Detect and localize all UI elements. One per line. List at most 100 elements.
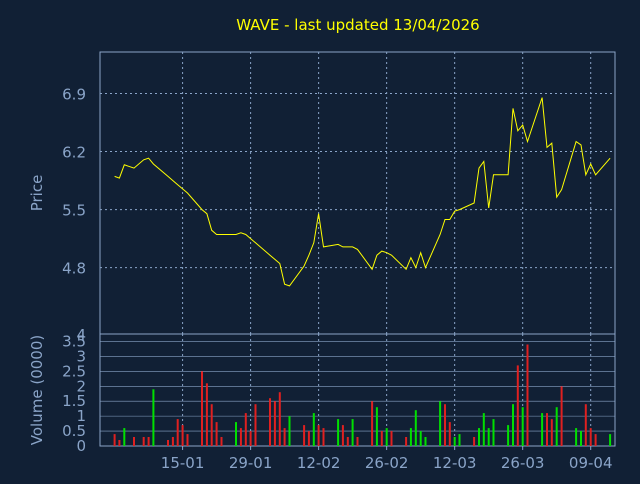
- volume-bar: [589, 428, 592, 446]
- price-line: [114, 97, 611, 287]
- volume-bar: [210, 404, 213, 446]
- volume-bar: [414, 410, 417, 446]
- volume-bar: [278, 392, 281, 446]
- volume-bar: [478, 428, 480, 446]
- volume-axis-label: Volume (0000): [28, 335, 46, 445]
- volume-bar: [380, 431, 383, 446]
- volume-grid: [100, 334, 615, 446]
- volume-bar: [439, 401, 442, 446]
- volume-bar: [273, 401, 276, 446]
- volume-bar: [346, 437, 349, 446]
- volume-bar: [521, 407, 524, 446]
- price-y-tick-label: 4.8: [62, 260, 86, 278]
- volume-bar: [312, 413, 315, 446]
- x-tick-label: 26-03: [501, 454, 545, 472]
- volume-bar: [244, 413, 247, 446]
- volume-bar: [405, 437, 408, 446]
- volume-bar: [142, 437, 145, 446]
- volume-bar: [303, 425, 306, 446]
- volume-y-tick-label: 3.5: [62, 332, 86, 350]
- volume-bar: [575, 428, 578, 446]
- volume-bar: [390, 431, 393, 446]
- volume-bar: [453, 437, 456, 446]
- volume-bar: [550, 419, 553, 446]
- volume-bar: [560, 386, 563, 446]
- x-tick-label: 12-02: [297, 454, 341, 472]
- volume-bar: [307, 431, 310, 446]
- price-y-tick-label: 6.2: [62, 144, 86, 162]
- volume-bar: [351, 419, 354, 446]
- volume-bar: [176, 419, 179, 446]
- volume-bar: [512, 404, 514, 446]
- volume-bar: [288, 416, 291, 446]
- volume-bar: [385, 428, 388, 446]
- volume-bar: [594, 434, 597, 446]
- volume-y-tick-label: 2.5: [62, 362, 86, 380]
- volume-bar: [473, 437, 476, 446]
- volume-bar: [487, 428, 490, 446]
- price-y-tick-label: 6.9: [62, 85, 86, 103]
- volume-bar: [541, 413, 544, 446]
- x-tick-label: 09-04: [569, 454, 613, 472]
- volume-panel: 00.511.522.533.5 Volume (0000): [28, 332, 616, 455]
- volume-y-tick-label: 1.5: [62, 392, 86, 410]
- volume-bar: [235, 422, 237, 446]
- volume-bar: [609, 434, 612, 446]
- price-bottom-label: 4: [76, 326, 86, 344]
- price-axis-label: Price: [28, 175, 46, 212]
- volume-bar: [205, 383, 208, 446]
- volume-bar: [152, 389, 155, 446]
- volume-bar: [409, 428, 412, 446]
- volume-bar: [254, 404, 257, 446]
- volume-y-tick-label: 3: [76, 347, 86, 365]
- volume-bar: [239, 428, 242, 446]
- volume-bar: [444, 404, 446, 446]
- volume-bar: [147, 437, 150, 446]
- price-panel: 4.8 5.5 6.2 6.9 4 Price: [28, 51, 616, 344]
- volume-bar: [448, 422, 451, 446]
- volume-y-tick-label: 0: [76, 437, 86, 455]
- volume-y-ticks: 00.511.522.533.5: [62, 332, 86, 455]
- x-tick-label: 15-01: [161, 454, 205, 472]
- volume-bar: [201, 371, 203, 446]
- volume-y-tick-label: 2: [76, 377, 86, 395]
- volume-bars: [113, 344, 612, 446]
- volume-bar: [249, 431, 252, 446]
- volume-bar: [526, 344, 529, 446]
- volume-bar: [186, 434, 189, 446]
- volume-bar: [482, 413, 485, 446]
- volume-bar: [584, 404, 587, 446]
- volume-bar: [337, 419, 340, 446]
- volume-bar: [181, 425, 184, 446]
- volume-bar: [220, 437, 223, 446]
- volume-bar: [555, 407, 558, 446]
- volume-bar: [167, 440, 169, 446]
- volume-bar: [375, 407, 378, 446]
- x-axis: 15-01 29-01 12-02 26-02 12-03 26-03 09-04: [161, 446, 613, 472]
- price-grid: [100, 52, 615, 334]
- price-frame: [99, 51, 616, 335]
- volume-bar: [317, 425, 320, 446]
- price-line-layer: [114, 97, 611, 287]
- volume-bar: [283, 428, 286, 446]
- volume-bar: [269, 398, 271, 446]
- volume-bar: [133, 437, 135, 446]
- volume-bar: [371, 401, 374, 446]
- price-y-ticks: 4.8 5.5 6.2 6.9: [62, 85, 86, 277]
- volume-y-tick-label: 0.5: [62, 422, 86, 440]
- volume-bar: [492, 419, 495, 446]
- volume-bar: [113, 434, 116, 446]
- volume-bar: [419, 431, 422, 446]
- volume-bar: [215, 422, 218, 446]
- volume-bar: [171, 437, 174, 446]
- volume-bar: [356, 437, 359, 446]
- volume-bar: [516, 365, 519, 446]
- volume-bar: [123, 428, 126, 446]
- volume-bar: [118, 440, 121, 446]
- x-tick-label: 29-01: [229, 454, 273, 472]
- volume-bar: [458, 434, 461, 446]
- chart-title: WAVE - last updated 13/04/2026: [236, 16, 479, 34]
- x-tick-label: 12-03: [433, 454, 477, 472]
